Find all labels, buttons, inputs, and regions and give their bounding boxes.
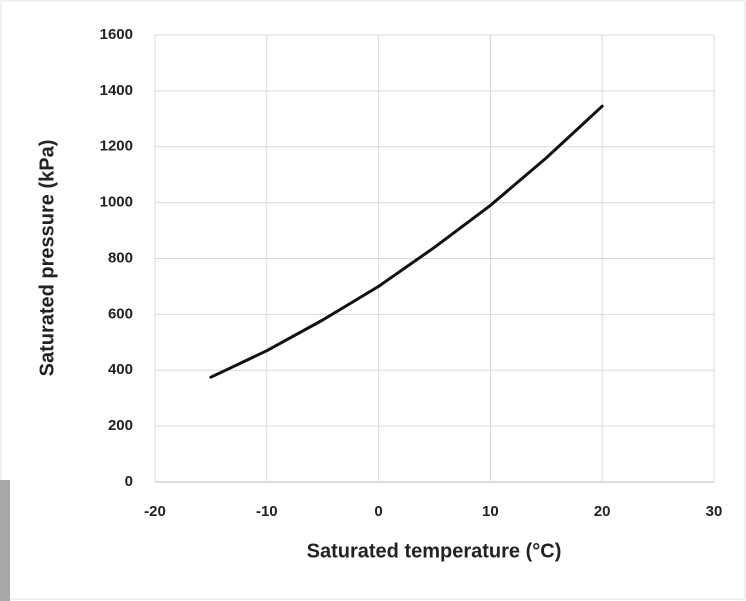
x-tick-label: 0: [374, 503, 382, 520]
x-tick-label: 30: [706, 503, 723, 520]
y-tick-label: 1200: [100, 138, 133, 155]
x-tick-label: 10: [482, 503, 499, 520]
y-tick-label: 200: [108, 417, 133, 434]
x-tick-label: -20: [144, 503, 166, 520]
x-tick-label: -10: [256, 503, 278, 520]
y-tick-label: 600: [108, 305, 133, 322]
y-tick-label: 0: [125, 473, 133, 490]
y-tick-label: 1000: [100, 194, 133, 211]
side-bar: [0, 480, 10, 601]
x-axis-title: Saturated temperature (°C): [307, 540, 562, 562]
y-tick-label: 1600: [100, 26, 133, 43]
y-tick-label: 800: [108, 249, 133, 266]
data-line: [209, 104, 604, 379]
y-tick-label: 1400: [100, 82, 133, 99]
y-tick-label: 400: [108, 361, 133, 378]
x-tick-label: 20: [594, 503, 611, 520]
y-axis-title: Saturated pressure (kPa): [36, 140, 58, 377]
